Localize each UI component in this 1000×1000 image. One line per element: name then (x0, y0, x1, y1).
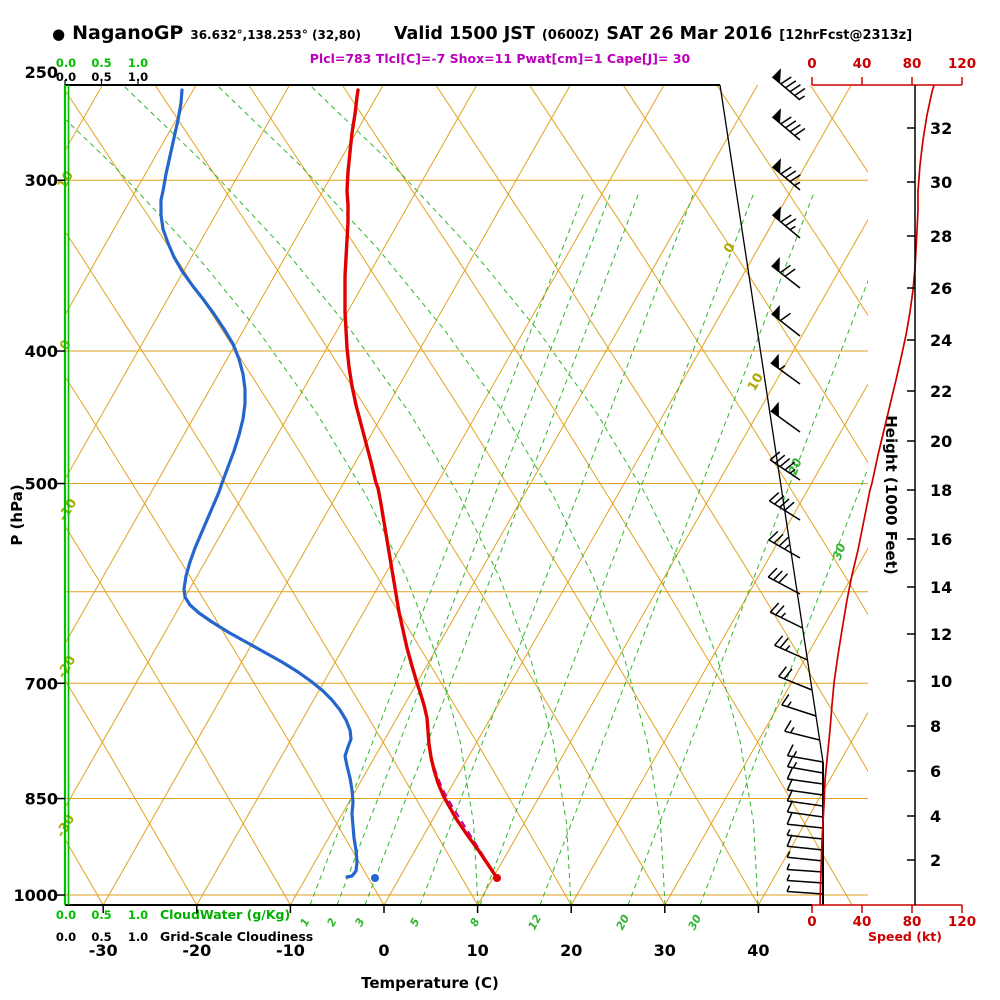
svg-text:80: 80 (903, 914, 922, 930)
svg-text:1.0: 1.0 (128, 70, 148, 84)
svg-text:10: 10 (466, 941, 488, 960)
speed-axis (811, 77, 963, 913)
wind-barbs (767, 68, 824, 895)
height-axis-title: Height (1000 Feet) (882, 415, 900, 575)
station-coords: 36.632°,138.253° (32,80) (190, 28, 361, 42)
svg-text:30: 30 (686, 912, 705, 932)
svg-text:40: 40 (853, 914, 872, 930)
moisture-grid (65, 85, 868, 905)
svg-text:500: 500 (25, 475, 58, 494)
svg-text:120: 120 (948, 914, 976, 930)
svg-text:1.0: 1.0 (128, 908, 148, 922)
station-bullet-icon: ● (52, 25, 66, 43)
speed-tick-labels: 0 0 40 40 80 80 120 120 (807, 56, 976, 930)
svg-text:0: 0 (807, 56, 816, 72)
svg-text:0: 0 (378, 941, 389, 960)
svg-text:20: 20 (786, 456, 805, 476)
svg-text:80: 80 (903, 56, 922, 72)
stability-parameters: Plcl=783 Tlcl[C]=-7 Shox=11 Pwat[cm]=1 C… (309, 51, 691, 66)
height-axis (907, 85, 916, 905)
svg-text:2: 2 (930, 851, 941, 870)
svg-text:1000: 1000 (13, 886, 58, 905)
station-name: NaganoGP (72, 22, 184, 44)
svg-text:8: 8 (930, 717, 941, 736)
svg-text:0.0: 0.0 (56, 930, 76, 944)
cloudiness-axis-title: Grid-Scale Cloudiness (160, 929, 313, 944)
svg-text:1.0: 1.0 (128, 930, 148, 944)
svg-text:0.5: 0.5 (91, 70, 111, 84)
svg-text:40: 40 (747, 941, 769, 960)
svg-text:250: 250 (25, 63, 58, 82)
valid-time: Valid 1500 JST (393, 24, 535, 44)
svg-text:18: 18 (930, 481, 952, 500)
svg-text:14: 14 (930, 578, 952, 597)
surface-dewpoint-dot (371, 874, 379, 882)
svg-text:26: 26 (930, 279, 952, 298)
valid-date: SAT 26 Mar 2016 (606, 24, 773, 44)
svg-text:300: 300 (25, 171, 58, 190)
svg-text:-20: -20 (182, 941, 211, 960)
svg-text:850: 850 (25, 790, 58, 809)
svg-text:22: 22 (930, 382, 952, 401)
speed-axis-title: Speed (kt) (868, 929, 942, 944)
svg-text:3: 3 (352, 916, 367, 929)
svg-text:0: 0 (807, 914, 816, 930)
svg-text:400: 400 (25, 342, 58, 361)
svg-text:28: 28 (930, 227, 952, 246)
svg-text:700: 700 (25, 674, 58, 693)
svg-text:-20: -20 (55, 653, 80, 681)
valid-utc: (0600Z) (541, 28, 600, 43)
svg-text:32: 32 (930, 119, 952, 138)
svg-text:0.0: 0.0 (56, 56, 76, 70)
cloudwater-scale: 0.00.00.00.00.50.50.50.51.01.01.01.0 (56, 56, 148, 944)
svg-text:4: 4 (930, 807, 941, 826)
svg-text:1.0: 1.0 (128, 56, 148, 70)
pressure-tick-labels: 250 300 400 500 700 850 1000 (13, 63, 65, 905)
svg-text:-10: -10 (276, 941, 305, 960)
svg-text:0.0: 0.0 (56, 908, 76, 922)
skewt-grid (65, 85, 868, 905)
svg-text:30: 30 (830, 541, 849, 561)
svg-text:0.0: 0.0 (56, 70, 76, 84)
svg-text:8: 8 (467, 916, 482, 929)
header: ● NaganoGP 36.632°,138.253° (32,80) Vali… (52, 22, 912, 44)
svg-text:24: 24 (930, 331, 952, 350)
parcel-path (429, 752, 498, 879)
svg-text:16: 16 (930, 530, 952, 549)
svg-text:20: 20 (614, 912, 633, 932)
grid-line-labels: 100-10-20-300102030 (54, 169, 849, 841)
svg-text:30: 30 (930, 173, 952, 192)
svg-text:0.5: 0.5 (91, 930, 111, 944)
svg-text:120: 120 (948, 56, 976, 72)
wind-speed-profile (819, 84, 935, 906)
svg-text:0.5: 0.5 (91, 56, 111, 70)
svg-text:0: 0 (721, 241, 739, 256)
svg-text:40: 40 (853, 56, 872, 72)
dewpoint-curve (159, 88, 359, 879)
temp-axis-title: Temperature (C) (361, 974, 499, 992)
plot-frame (65, 84, 824, 906)
svg-text:-30: -30 (89, 941, 118, 960)
pressure-axis-title: P (hPa) (8, 484, 26, 545)
surface-temp-dot (493, 874, 501, 882)
svg-text:12: 12 (930, 625, 952, 644)
svg-text:0.5: 0.5 (91, 908, 111, 922)
temperature-curve (343, 88, 499, 880)
svg-text:5: 5 (407, 916, 422, 929)
cloudwater-axis-title: CloudWater (g/Kg) (160, 907, 290, 922)
svg-text:2: 2 (324, 916, 339, 929)
svg-text:6: 6 (930, 762, 941, 781)
svg-text:30: 30 (654, 941, 676, 960)
svg-text:12: 12 (526, 912, 545, 932)
forecast-tag: [12hrFcst@2313z] (779, 28, 913, 43)
temp-tick-labels: -30 -20 -10 0 10 20 30 40 (89, 905, 770, 960)
svg-text:20: 20 (930, 432, 952, 451)
mixing-ratio-labels: 1 2 3 5 8 12 20 30 (297, 912, 704, 932)
svg-text:10: 10 (930, 672, 952, 691)
svg-text:20: 20 (560, 941, 582, 960)
svg-text:1: 1 (297, 916, 312, 929)
